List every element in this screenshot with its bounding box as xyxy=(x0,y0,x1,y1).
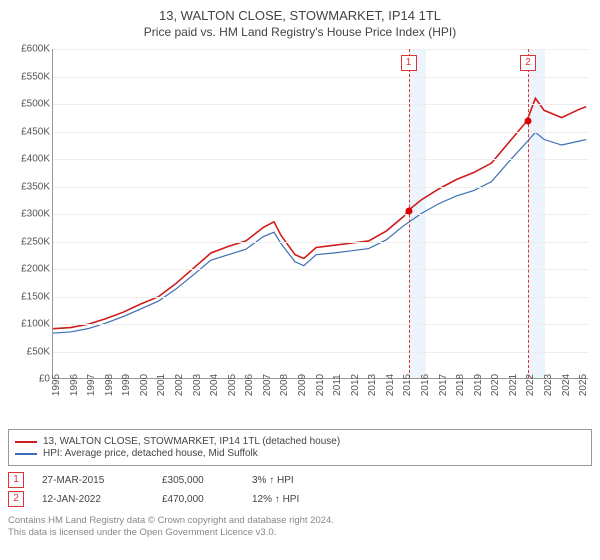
gridline xyxy=(53,104,588,105)
y-axis-label: £250K xyxy=(8,236,50,247)
transaction-row: 1 27-MAR-2015£305,0003% ↑ HPI xyxy=(8,472,592,488)
legend-label: 13, WALTON CLOSE, STOWMARKET, IP14 1TL (… xyxy=(43,436,340,447)
legend-swatch xyxy=(15,441,37,443)
transaction-marker xyxy=(525,117,532,124)
footer-line-1: Contains HM Land Registry data © Crown c… xyxy=(8,515,592,527)
footer-attribution: Contains HM Land Registry data © Crown c… xyxy=(8,515,592,540)
gridline xyxy=(53,77,588,78)
y-axis-label: £450K xyxy=(8,126,50,137)
gridline xyxy=(53,132,588,133)
gridline xyxy=(53,187,588,188)
transactions-table: 1 27-MAR-2015£305,0003% ↑ HPI 2 12-JAN-2022… xyxy=(8,472,592,507)
y-axis-label: £0 xyxy=(8,374,50,385)
transaction-vline xyxy=(528,49,529,378)
transaction-flag-box: 1 xyxy=(8,472,24,488)
transaction-price: £305,000 xyxy=(162,475,252,486)
transaction-flag: 2 xyxy=(520,55,536,71)
gridline xyxy=(53,242,588,243)
gridline xyxy=(53,297,588,298)
y-axis-label: £150K xyxy=(8,291,50,302)
gridline xyxy=(53,269,588,270)
chart-area: 12 £0£50K£100K£150K£200K£250K£300K£350K£… xyxy=(8,45,592,425)
chart-title: 13, WALTON CLOSE, STOWMARKET, IP14 1TL xyxy=(8,8,592,23)
transaction-flag: 1 xyxy=(401,55,417,71)
transaction-price: £470,000 xyxy=(162,494,252,505)
chart-subtitle: Price paid vs. HM Land Registry's House … xyxy=(8,25,592,39)
y-axis-label: £550K xyxy=(8,71,50,82)
legend-item: HPI: Average price, detached house, Mid … xyxy=(15,448,585,459)
legend-box: 13, WALTON CLOSE, STOWMARKET, IP14 1TL (… xyxy=(8,429,592,466)
gridline xyxy=(53,49,588,50)
legend-swatch xyxy=(15,453,37,455)
transaction-hpi: 12% ↑ HPI xyxy=(252,494,299,505)
transaction-marker xyxy=(405,208,412,215)
y-axis-label: £50K xyxy=(8,346,50,357)
transaction-hpi: 3% ↑ HPI xyxy=(252,475,294,486)
gridline xyxy=(53,214,588,215)
transaction-row: 2 12-JAN-2022£470,00012% ↑ HPI xyxy=(8,491,592,507)
x-axis-label: 2025 xyxy=(579,374,600,396)
y-axis-label: £500K xyxy=(8,99,50,110)
y-axis-label: £600K xyxy=(8,44,50,55)
y-axis-label: £350K xyxy=(8,181,50,192)
footer-line-2: This data is licensed under the Open Gov… xyxy=(8,527,592,539)
y-axis-label: £300K xyxy=(8,209,50,220)
gridline xyxy=(53,159,588,160)
plot-region: 12 xyxy=(52,49,588,379)
transaction-date: 12-JAN-2022 xyxy=(42,494,162,505)
gridline xyxy=(53,352,588,353)
series-line xyxy=(53,132,586,333)
legend-label: HPI: Average price, detached house, Mid … xyxy=(43,448,258,459)
gridline xyxy=(53,324,588,325)
transaction-date: 27-MAR-2015 xyxy=(42,475,162,486)
y-axis-label: £100K xyxy=(8,319,50,330)
legend-item: 13, WALTON CLOSE, STOWMARKET, IP14 1TL (… xyxy=(15,436,585,447)
y-axis-label: £400K xyxy=(8,154,50,165)
y-axis-label: £200K xyxy=(8,264,50,275)
transaction-flag-box: 2 xyxy=(8,491,24,507)
